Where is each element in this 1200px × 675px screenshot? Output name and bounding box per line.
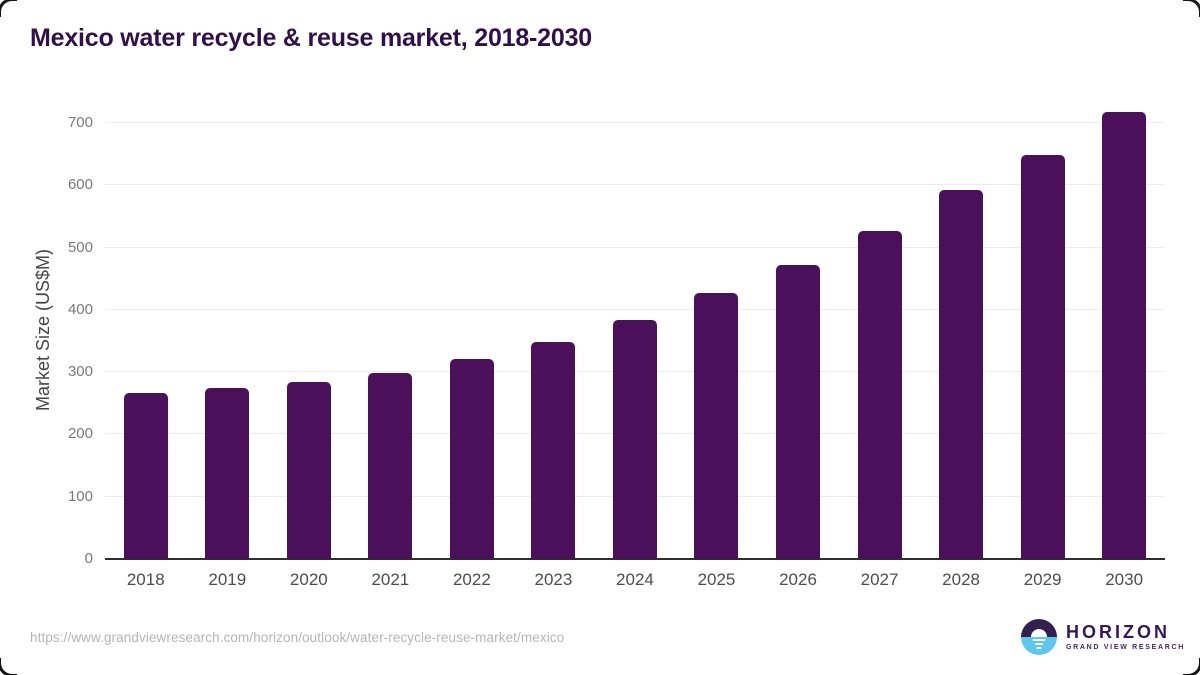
logo-subtitle: GRAND VIEW RESEARCH: [1066, 644, 1186, 651]
bar-slot-2026: [757, 100, 839, 559]
y-tick-600: 600: [67, 176, 93, 194]
gridline-400: [105, 308, 1165, 310]
y-tick-700: 700: [67, 114, 93, 131]
frame-corner-bottom-right: [1183, 658, 1200, 675]
bar-2022: [449, 359, 494, 559]
x-label-2026: 2026: [779, 570, 817, 589]
bar-slot-2025: [676, 100, 758, 559]
bar-slot-2028: [920, 100, 1002, 559]
bar-2025: [694, 293, 739, 559]
reflection-line: [1032, 639, 1046, 641]
reflection-line: [1036, 647, 1042, 649]
bar-slot-2027: [839, 100, 921, 559]
bar-2019: [205, 387, 250, 559]
bar-slot-2018: [105, 100, 187, 559]
logo-title: HORIZON: [1066, 622, 1170, 642]
bar-2020: [286, 382, 331, 559]
gridline-600: [105, 184, 1165, 186]
x-axis-labels: 2018 2019 2020 2021 2022 2023 2024 2025 2026 2027…: [105, 570, 1165, 590]
bar-slot-2024: [594, 100, 676, 559]
frame-corner-top-right: [1183, 0, 1200, 17]
bar-2021: [368, 372, 413, 559]
y-tick-200: 200: [67, 425, 93, 443]
chart-title: Mexico water recycle & reuse market, 201…: [30, 24, 592, 52]
x-label-2027: 2027: [860, 570, 899, 589]
y-tick-300: 300: [67, 363, 93, 381]
bar-2018: [123, 393, 168, 559]
horizon-logo: HORIZON GRAND VIEW RESEARCH: [1021, 619, 1185, 655]
bar-2024: [612, 319, 657, 559]
bar-slot-2023: [513, 100, 595, 559]
reflection-line: [1035, 643, 1043, 645]
bar-slot-2030: [1083, 100, 1165, 559]
x-label-2024: 2024: [616, 570, 654, 589]
x-label-2029: 2029: [1023, 570, 1062, 589]
plot-area: Market Size (US$M) 2018 2019 2020 2021 2022 2…: [33, 100, 1165, 589]
bars-row: [105, 100, 1165, 559]
frame-corner-bottom-left: [0, 658, 17, 675]
sun-shape: [1031, 629, 1047, 637]
bar-slot-2020: [268, 100, 350, 559]
x-label-2018: 2018: [126, 570, 165, 589]
x-label-2020: 2020: [289, 570, 328, 589]
bar-2026: [776, 265, 821, 559]
bar-slot-2029: [1002, 100, 1084, 559]
x-label-2025: 2025: [697, 570, 736, 589]
bar-slot-2022: [431, 100, 513, 559]
frame-corner-top-left: [0, 0, 17, 17]
bar-2023: [531, 341, 576, 559]
source-url: https://www.grandviewresearch.com/horizo…: [30, 630, 565, 645]
y-tick-0: 0: [84, 550, 93, 567]
y-tick-500: 500: [67, 238, 93, 256]
y-tick-400: 400: [67, 300, 93, 318]
x-label-2028: 2028: [942, 570, 980, 589]
bar-2027: [857, 231, 902, 559]
bar-slot-2019: [187, 100, 269, 559]
bar-2028: [939, 190, 984, 559]
gridline-500: [105, 246, 1165, 248]
bar-2029: [1020, 155, 1065, 559]
horizon-sun-icon: [1021, 619, 1057, 655]
x-label-2022: 2022: [452, 570, 491, 589]
bar-2030: [1102, 111, 1147, 559]
x-label-2019: 2019: [208, 570, 247, 589]
x-label-2030: 2030: [1105, 570, 1144, 589]
x-label-2021: 2021: [371, 570, 410, 589]
x-label-2023: 2023: [534, 570, 573, 589]
y-tick-100: 100: [67, 487, 93, 505]
x-axis-line: [105, 558, 1165, 560]
bar-slot-2021: [350, 100, 432, 559]
gridline-700: [105, 122, 1165, 123]
